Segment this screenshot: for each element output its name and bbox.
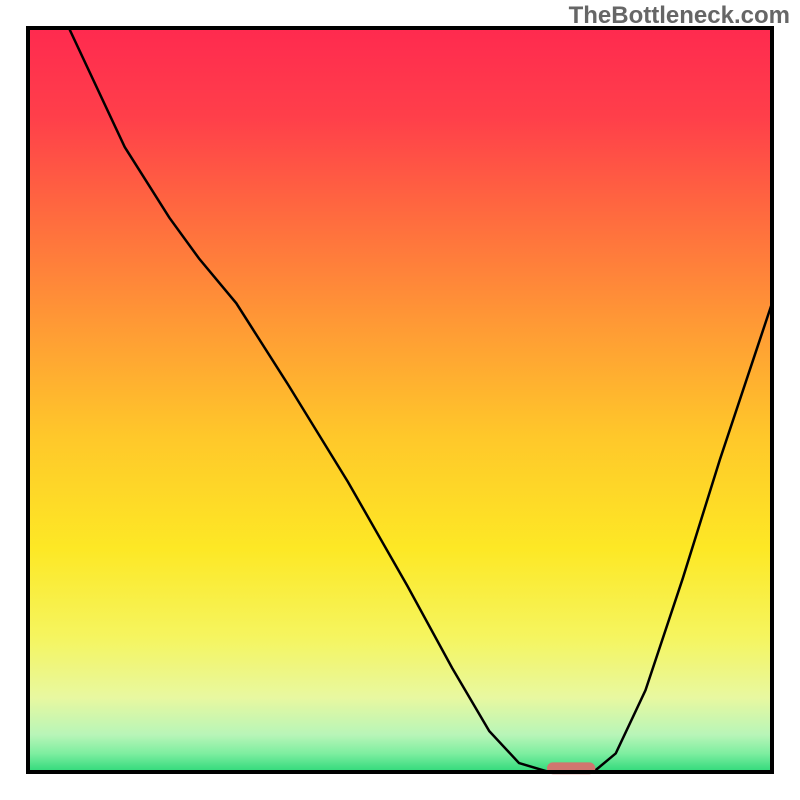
gradient-background — [28, 28, 772, 772]
bottleneck-chart — [0, 0, 800, 800]
watermark-text: TheBottleneck.com — [569, 2, 790, 30]
